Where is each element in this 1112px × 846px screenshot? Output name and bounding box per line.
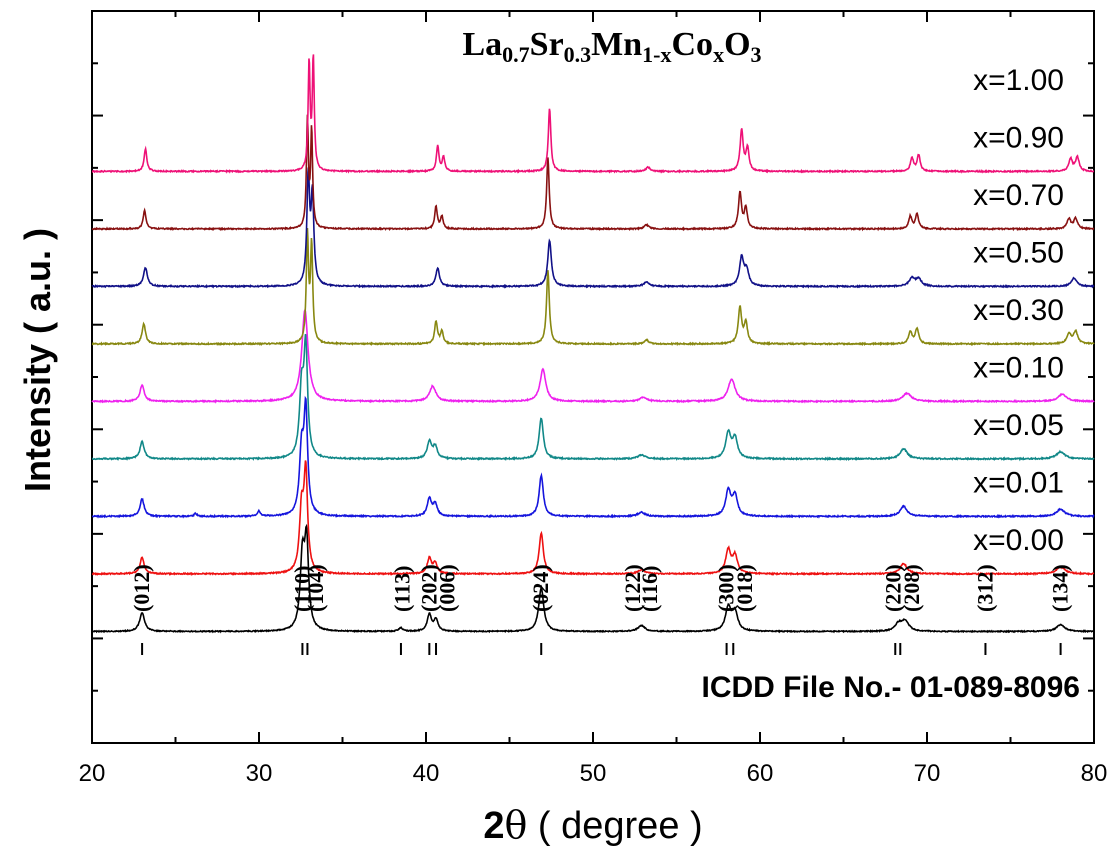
- series-line: [91, 308, 1095, 404]
- hkl-label: (300): [714, 564, 739, 612]
- x-axis-title-theta: θ: [504, 803, 527, 846]
- x-axis: 20 30 40 50 60 70 80: [79, 11, 1108, 787]
- chart-title: La0.7Sr0.3Mn1-xCoxO3: [462, 26, 761, 67]
- hkl-label: (024): [528, 564, 553, 612]
- title-part: O: [724, 26, 750, 63]
- title-part: Sr: [530, 26, 564, 63]
- title-part: Mn: [591, 26, 642, 63]
- series-label: x=0.00: [973, 524, 1064, 557]
- x-tick-label: 80: [1081, 760, 1108, 787]
- series-label: x=0.10: [973, 352, 1064, 385]
- series-line: [91, 333, 1095, 462]
- series-label: x=0.50: [973, 237, 1064, 270]
- x-tick-label: 70: [914, 760, 941, 787]
- series-label: x=1.00: [973, 64, 1064, 97]
- title-part: 0.3: [564, 42, 592, 67]
- x-axis-title-bold: 2: [483, 805, 504, 846]
- series-label: x=0.90: [973, 122, 1064, 155]
- title-part: 3: [751, 42, 762, 67]
- series-label: x=0.30: [973, 294, 1064, 327]
- hkl-labels-layer: (012) (110)(104) (113) (202)(006) (024) (122)…: [129, 564, 1073, 612]
- title-part: Co: [672, 26, 714, 63]
- title-part: La: [462, 26, 502, 63]
- y-axis-title: Intensity ( a.u. ): [17, 228, 58, 492]
- x-axis-title-rest: ( degree ): [527, 805, 702, 846]
- hkl-label: (113): [390, 566, 415, 612]
- series-line: [91, 395, 1095, 519]
- series-line: [91, 167, 1095, 289]
- x-tick-label: 50: [580, 760, 607, 787]
- hkl-label: (202): [416, 564, 441, 612]
- series-label: x=0.05: [973, 409, 1064, 442]
- series-line: [91, 523, 1095, 634]
- x-tick-label: 20: [79, 760, 106, 787]
- y-axis: [92, 10, 1094, 744]
- series-line: [91, 114, 1095, 232]
- x-tick-label: 60: [747, 760, 774, 787]
- x-tick-label: 30: [246, 760, 273, 787]
- series-line: [91, 228, 1095, 347]
- x-tick-label: 40: [413, 760, 440, 787]
- hkl-label: (208): [899, 564, 924, 612]
- hkl-label: (134): [1048, 564, 1073, 612]
- hkl-label: (220): [881, 564, 906, 612]
- title-part: x: [713, 42, 724, 67]
- hkl-label: (110): [289, 566, 314, 612]
- series-label: x=0.70: [973, 179, 1064, 212]
- hkl-label: (012): [129, 564, 154, 612]
- x-axis-title: 2θ ( degree ): [483, 803, 702, 846]
- hkl-label: (104): [303, 564, 328, 612]
- series-line: [91, 460, 1095, 577]
- title-part: 1-x: [642, 42, 671, 67]
- series-layer: x=0.00 x=0.01 x=0.05 x=0.10 x=0.30 x=0.50 x=0.…: [91, 54, 1095, 634]
- reference-label: ICDD File No.- 01-089-8096: [702, 671, 1080, 704]
- reference-lines-layer: [141, 643, 1062, 655]
- hkl-label: (018): [732, 564, 757, 612]
- title-part: 0.7: [502, 42, 530, 67]
- hkl-label: (116): [637, 566, 662, 612]
- plot-frame: [91, 10, 1095, 744]
- series-line: [91, 54, 1095, 174]
- hkl-label: (122): [620, 564, 645, 612]
- hkl-label: (006): [435, 564, 460, 612]
- hkl-label: (312): [972, 564, 997, 612]
- series-label: x=0.01: [973, 467, 1064, 500]
